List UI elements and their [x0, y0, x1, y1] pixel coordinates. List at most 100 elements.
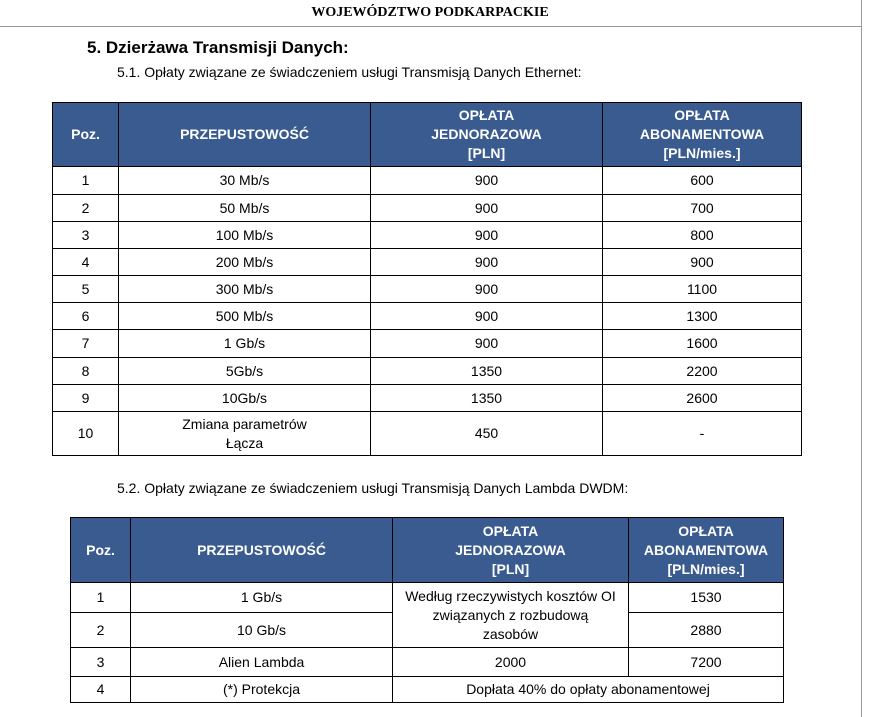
cell: 1 Gb/s — [118, 329, 371, 358]
cell: 1 — [70, 582, 131, 613]
cell: Dopłata 40% do opłaty abonamentowej — [392, 676, 784, 703]
row: 10 Zmiana parametrów Łącza 450- — [52, 411, 802, 456]
header-cell: OPŁATA ABONAMENTOWA [PLN/mies.] — [628, 517, 784, 583]
cell: 7200 — [628, 647, 784, 677]
header-cell: Poz. — [70, 517, 131, 583]
header-cell: OPŁATA ABONAMENTOWA [PLN/mies.] — [602, 102, 802, 167]
cell-line: PRZEPUSTOWOŚĆ — [197, 541, 326, 558]
cell: 100 Mb/s — [118, 221, 371, 249]
cell: 7 — [52, 329, 119, 358]
cell: 1530 — [628, 582, 784, 613]
header-cell: OPŁATA JEDNORAZOWA [PLN] — [392, 517, 629, 583]
row: 1 30 Mb/s 900 600 — [52, 166, 802, 195]
cell-line: [PLN/mies.] — [667, 560, 745, 577]
cell: 200 Mb/s — [118, 248, 371, 276]
cell: - — [602, 411, 802, 456]
cell: 1 Gb/s — [130, 582, 393, 613]
cell-line: OPŁATA — [674, 107, 730, 123]
cell-line: ABONAMENTOWA — [643, 541, 769, 558]
cell: 1100 — [602, 275, 802, 303]
cell: 500 Mb/s — [118, 302, 371, 330]
row: 4 200 Mb/s 900 900 — [52, 248, 802, 276]
cell: 1350 — [370, 384, 603, 412]
cell: 600 — [602, 166, 802, 195]
cell-line: związanych z rozbudową — [432, 606, 589, 623]
cell: 10 Gb/s — [130, 612, 393, 648]
cell-line: PRZEPUSTOWOŚĆ — [180, 126, 309, 142]
cell: 900 — [370, 302, 603, 330]
margin-rule — [861, 0, 862, 717]
cell: Alien Lambda — [130, 647, 393, 677]
cell: 1350 — [370, 357, 603, 385]
cell: 900 — [370, 248, 603, 276]
cell-line: Poz. — [86, 541, 115, 558]
header-cell: PRZEPUSTOWOŚĆ — [118, 102, 371, 167]
subsection-title: 5.1. Opłaty związane ze świadczeniem usł… — [117, 64, 582, 80]
cell-line: OPŁATA — [458, 107, 515, 123]
cell: Zmiana parametrów Łącza — [118, 411, 371, 456]
page-header: WOJEWÓDZTWO PODKARPACKIE — [311, 5, 549, 20]
cell-line: zasobów — [482, 625, 539, 642]
cell: 900 — [370, 275, 603, 303]
header-row: Poz. PRZEPUSTOWOŚĆ OPŁATA JEDNORAZOWA [PLN] O… — [52, 102, 802, 167]
row: 2 50 Mb/s 900 700 — [52, 194, 802, 222]
cell: 300 Mb/s — [118, 275, 371, 303]
row: 2 10 Gb/s 2880 — [70, 612, 784, 648]
cell: 3 — [52, 221, 119, 249]
cell: 2 — [70, 612, 131, 648]
cell-line: ABONAMENTOWA — [639, 126, 765, 142]
cell-line: JEDNORAZOWA — [455, 541, 566, 558]
cell: 30 Mb/s — [118, 166, 371, 195]
table: Poz. PRZEPUSTOWOŚĆ OPŁATA JEDNORAZOWA [PLN] O… — [52, 102, 802, 456]
cell-line: [PLN] — [491, 560, 530, 577]
cell: 10 — [52, 411, 119, 456]
cell: 900 — [370, 194, 603, 222]
row: 5 300 Mb/s 900 1100 — [52, 275, 802, 303]
cell: 4 — [70, 676, 131, 703]
cell: 900 — [370, 166, 603, 195]
cell: 2600 — [602, 384, 802, 412]
cell: 900 — [602, 248, 802, 276]
cell: 800 — [602, 221, 802, 249]
cell-line: [PLN/mies.] — [663, 145, 741, 161]
cell: 10Gb/s — [118, 384, 371, 412]
cell: 8 — [52, 357, 119, 385]
row: 4 (*) Protekcja Dopłata 40% do opłaty abon… — [70, 676, 784, 703]
cell: 700 — [602, 194, 802, 222]
cell-line: JEDNORAZOWA — [431, 126, 542, 142]
cell: 2200 — [602, 357, 802, 385]
header-rule — [0, 26, 862, 27]
row: 3 Alien Lambda 2000 7200 — [70, 647, 784, 677]
cell: 5 — [52, 275, 119, 303]
header-cell: PRZEPUSTOWOŚĆ — [130, 517, 393, 583]
cell: 900 — [370, 221, 603, 249]
cell: 2880 — [628, 612, 784, 648]
cell: 4 — [52, 248, 119, 276]
cell-line: OPŁATA — [482, 522, 539, 539]
cell: 5Gb/s — [118, 357, 371, 385]
cell-line: [PLN] — [467, 145, 506, 161]
cell-line: OPŁATA — [678, 522, 734, 539]
cell: Według rzeczywistych kosztów OI związanyc… — [392, 582, 629, 648]
cell: 900 — [370, 329, 603, 358]
row: 3 100 Mb/s 900 800 — [52, 221, 802, 249]
cell: 3 — [70, 647, 131, 677]
subsection-title: 5.2. Opłaty związane ze świadczeniem usł… — [117, 480, 629, 496]
row: 6 500 Mb/s 900 1300 — [52, 302, 802, 330]
cell: (*) Protekcja — [130, 676, 393, 703]
row: 9 10Gb/s 1350 2600 — [52, 384, 802, 412]
cell-line: Według rzeczywistych kosztów OI — [405, 587, 616, 604]
cell-line: Łącza — [225, 434, 264, 451]
cell: 1600 — [602, 329, 802, 358]
cell: 2 — [52, 194, 119, 222]
header-row: Poz. PRZEPUSTOWOŚĆ OPŁATA JEDNORAZOWA [PLN] O… — [70, 517, 784, 583]
cell-line: Zmiana parametrów — [182, 415, 307, 432]
table: Poz. PRZEPUSTOWOŚĆ OPŁATA JEDNORAZOWA [PLN] O… — [70, 517, 784, 703]
header-cell: OPŁATA JEDNORAZOWA [PLN] — [370, 102, 603, 167]
cell: 50 Mb/s — [118, 194, 371, 222]
header-cell: Poz. — [52, 102, 119, 167]
cell: 2000 — [392, 647, 629, 677]
